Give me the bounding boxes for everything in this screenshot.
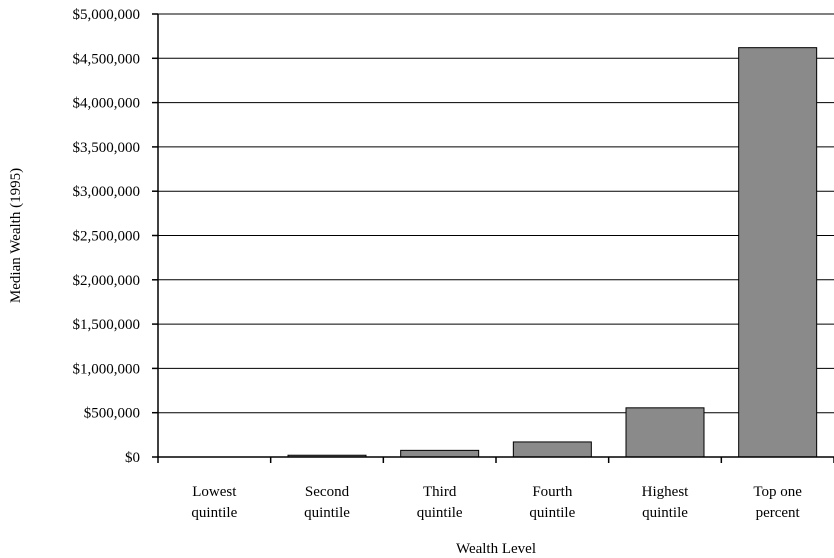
- y-tick-label: $0: [125, 450, 140, 466]
- y-tick-label: $3,000,000: [73, 184, 141, 200]
- y-tick-labels: $0 $500,000 $1,000,000 $1,500,000 $2,000,000…: [73, 7, 141, 466]
- x-axis-title: Wealth Level: [456, 541, 536, 557]
- x-tick-label: quintile: [304, 505, 350, 521]
- y-tick-label: $1,000,000: [73, 361, 141, 377]
- bars: [287, 47, 818, 458]
- bar: [400, 449, 480, 458]
- x-tick-label: Lowest: [192, 484, 237, 500]
- bar: [738, 47, 818, 458]
- x-tick-label: Fourth: [532, 484, 573, 500]
- x-tick-label: quintile: [417, 505, 463, 521]
- y-tick-label: $4,000,000: [73, 96, 141, 112]
- y-tick-label: $2,000,000: [73, 273, 141, 289]
- y-tick-label: $2,500,000: [73, 229, 141, 245]
- bar: [625, 407, 705, 458]
- y-tick-label: $4,500,000: [73, 51, 141, 67]
- x-tick-labels: Lowest quintile Second quintile Third quintil…: [191, 484, 802, 521]
- y-tick-label: $3,500,000: [73, 140, 141, 156]
- x-tick-label: percent: [756, 505, 801, 521]
- y-tick-label: $5,000,000: [73, 7, 141, 23]
- x-tick-label: quintile: [191, 505, 237, 521]
- gridlines: [158, 13, 834, 414]
- y-axis-title: Median Wealth (1995): [8, 168, 24, 303]
- y-tick-label: $500,000: [84, 406, 140, 422]
- x-tick-label: Highest: [642, 484, 689, 500]
- x-tick-label: Third: [423, 484, 457, 500]
- x-tick-label: quintile: [642, 505, 688, 521]
- x-tick-label: Top one: [753, 484, 802, 500]
- bar: [512, 441, 592, 458]
- x-tick-label: quintile: [529, 505, 575, 521]
- y-tick-label: $1,500,000: [73, 317, 141, 333]
- x-tick-label: Second: [305, 484, 350, 500]
- axes: [152, 13, 834, 463]
